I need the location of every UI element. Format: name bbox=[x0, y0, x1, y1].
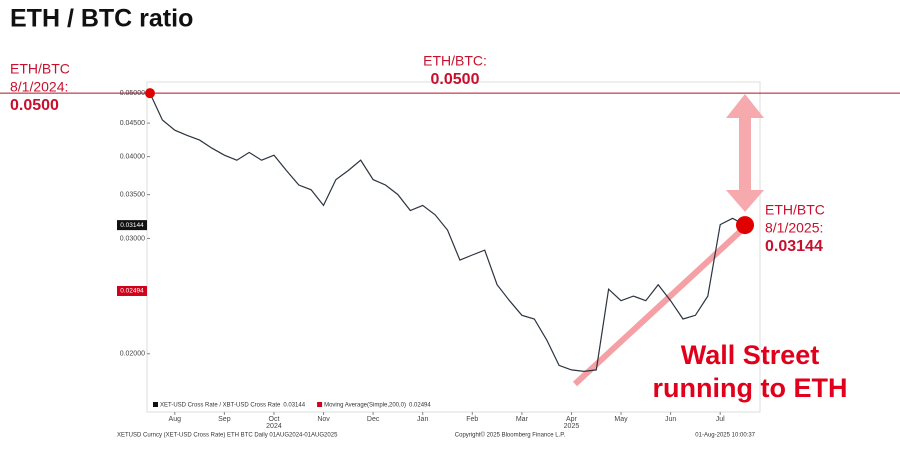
x-tick-label: Sep bbox=[218, 416, 231, 423]
arrow-shaft bbox=[739, 112, 751, 196]
annotation-text: ETH/BTC bbox=[765, 202, 825, 218]
annotation-value: 0.03144 bbox=[765, 238, 823, 255]
axis-value-flag-label: 0.02494 bbox=[120, 288, 144, 295]
footer-text: XETUSD Curncy (XET-USD Cross Rate) ETH B… bbox=[117, 433, 338, 439]
x-tick-label: Oct bbox=[269, 416, 280, 423]
legend-swatch bbox=[317, 402, 323, 407]
annotation-text: ETH/BTC bbox=[10, 61, 70, 77]
legend-value: 0.02494 bbox=[409, 403, 431, 409]
start-dot bbox=[145, 88, 155, 99]
annotation-value: 0.0500 bbox=[10, 97, 59, 114]
footer-text: 01-Aug-2025 10:00:37 bbox=[695, 433, 755, 439]
x-tick-label: Jul bbox=[716, 416, 725, 423]
y-tick-label: 0.02000 bbox=[120, 351, 145, 358]
x-tick-sublabel: 2024 bbox=[266, 423, 282, 430]
y-tick-label: 0.03500 bbox=[120, 191, 145, 198]
x-tick-label: Jun bbox=[665, 416, 676, 423]
axis-value-flag-label: 0.03144 bbox=[120, 222, 144, 229]
legend-label: XET-USD Cross Rate / XBT-USD Cross Rate bbox=[160, 403, 281, 409]
annotation-text: 8/1/2025: bbox=[765, 220, 823, 236]
y-tick-label: 0.04500 bbox=[120, 120, 145, 127]
y-tick-label: 0.04000 bbox=[120, 153, 145, 160]
x-tick-label: Aug bbox=[169, 416, 182, 423]
x-tick-label: Nov bbox=[317, 416, 330, 423]
plot-frame bbox=[146, 81, 761, 413]
footer-text: Copyright© 2025 Bloomberg Finance L.P. bbox=[455, 432, 566, 439]
legend-swatch bbox=[153, 402, 158, 407]
annotation-text: ETH/BTC: bbox=[423, 53, 487, 69]
axis-value-flag bbox=[117, 285, 147, 296]
x-tick-label: May bbox=[614, 416, 628, 423]
end-dot bbox=[736, 216, 754, 235]
x-tick-label: Dec bbox=[367, 416, 380, 423]
arrow-head bbox=[726, 190, 764, 212]
x-tick-label: Jan bbox=[417, 416, 428, 423]
x-tick-label: Mar bbox=[516, 416, 529, 423]
y-tick-label: 0.03000 bbox=[120, 235, 145, 242]
annotation-text: 8/1/2024: bbox=[10, 79, 68, 95]
series-line bbox=[149, 92, 746, 373]
annotation-value: 0.0500 bbox=[431, 71, 480, 88]
callout-text: Wall Street bbox=[681, 340, 820, 370]
double-arrow bbox=[726, 94, 764, 212]
legend-value: 0.03144 bbox=[283, 403, 305, 409]
x-tick-label: Apr bbox=[566, 416, 578, 423]
x-tick-sublabel: 2025 bbox=[564, 423, 580, 430]
x-tick-label: Feb bbox=[466, 416, 478, 423]
axis-value-flag bbox=[117, 220, 147, 231]
legend-label: Moving Average(Simple,200,0) bbox=[324, 403, 406, 409]
chart-title: ETH / BTC ratio bbox=[10, 5, 193, 33]
callout-text: running to ETH bbox=[653, 373, 848, 403]
trend-arrow bbox=[572, 225, 747, 387]
arrow-head bbox=[726, 94, 764, 118]
